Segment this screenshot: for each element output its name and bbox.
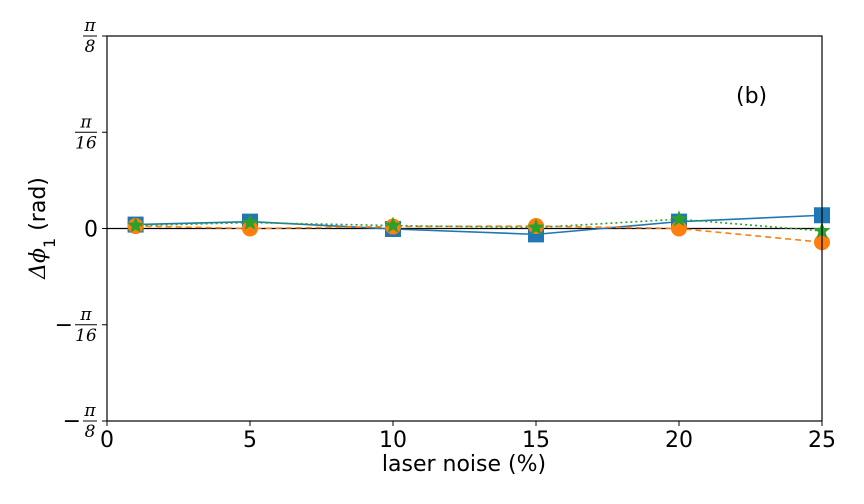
x-tick-label: 25 (808, 428, 836, 453)
panel-label: (b) (736, 84, 767, 109)
x-tick-label: 20 (665, 428, 693, 453)
y-tick-denominator: 16 (75, 133, 97, 153)
y-tick-label: π8− (63, 401, 97, 442)
y-tick-label: π16− (55, 305, 97, 346)
data-point (242, 220, 258, 237)
data-point (241, 213, 259, 230)
series-line (135, 214, 823, 236)
y-tick-label: π8 (83, 16, 97, 57)
y-tick-denominator: 8 (85, 422, 96, 442)
x-tick-label: 15 (522, 428, 550, 453)
x-axis-label: laser noise (%) (382, 452, 546, 477)
y-tick-numerator: π (83, 16, 96, 36)
data-point (670, 210, 688, 227)
y-tick-sign: − (63, 409, 81, 434)
data-point (527, 218, 545, 235)
y-tick-label: 0 (84, 218, 98, 243)
y-axis-label-symbol: Δϕ (26, 248, 51, 280)
x-tick-label: 5 (243, 428, 257, 453)
x-tick-label: 10 (379, 428, 407, 453)
y-tick-label: π16 (75, 112, 97, 153)
y-tick-denominator: 16 (75, 326, 97, 346)
series-line (135, 225, 823, 244)
y-axis-label-unit: (rad) (26, 177, 51, 238)
x-axis: 0 5 10 15 20 25 (100, 421, 836, 453)
y-tick-sign: − (55, 313, 73, 338)
y-tick-numerator: π (79, 112, 92, 132)
y-axis-label-subscript: 1 (40, 238, 59, 248)
y-tick-denominator: 8 (85, 37, 96, 57)
series-line (135, 218, 823, 232)
y-tick-numerator: π (79, 305, 92, 325)
data-point (384, 216, 402, 233)
x-tick-label: 0 (100, 428, 114, 453)
data-point (127, 216, 145, 233)
y-tick-numerator: π (83, 401, 96, 421)
y-axis-label: Δϕ1 (rad) (26, 177, 59, 280)
